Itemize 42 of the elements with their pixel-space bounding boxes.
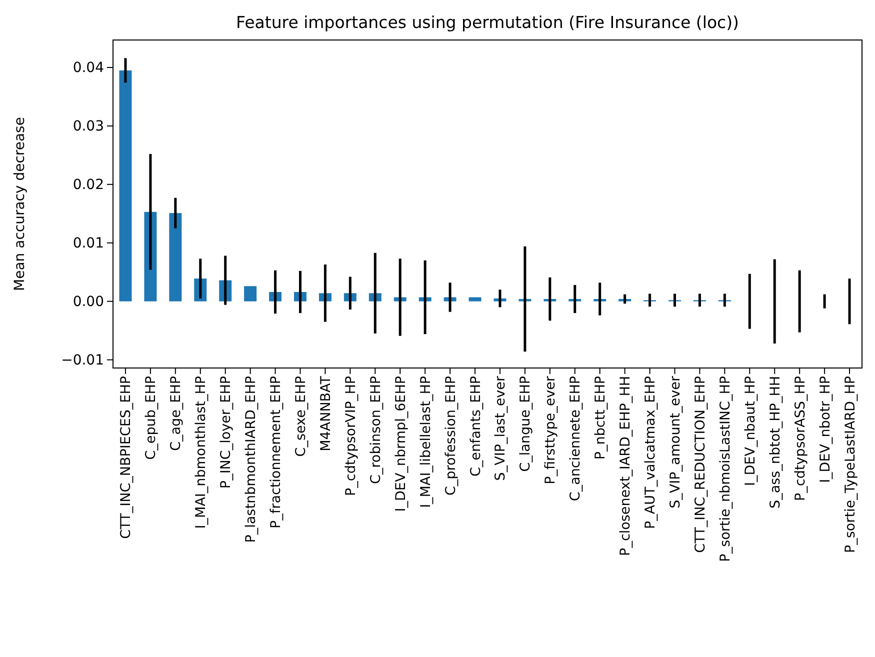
x-tick-label: P_fractionnement_EHP [268, 376, 284, 528]
x-tick-label: P_cdtypsorASS_HP [792, 376, 808, 501]
x-tick-label: P_lastnbmonthIARD_EHP [243, 376, 260, 543]
x-tick-label: I_MAI_nbmonthlast_HP [193, 376, 210, 529]
x-tick-label: P_closenext_IARD_EHP_HH [618, 376, 634, 556]
x-tick-label: P_firsttype_ever [542, 376, 559, 484]
y-tick-label: −0.01 [61, 352, 104, 368]
x-tick-label: P_nbctt_EHP [592, 376, 609, 460]
y-tick-label: 0.03 [72, 118, 104, 134]
x-tick-label: S_VIP_amount_ever [667, 376, 684, 508]
x-tick-label: C_anciennete_EHP [568, 376, 584, 502]
x-tick-label: C_robinson_EHP [368, 376, 384, 484]
bar [119, 70, 132, 302]
y-tick-label: 0.00 [72, 294, 104, 310]
x-tick-label: C_sexe_EHP [292, 376, 309, 457]
x-tick-label: CTT_INC_NBPIECES_EHP [118, 376, 134, 539]
x-tick-label: S_VIP_last_ever [492, 376, 509, 481]
x-tick-label: I_DEV_nbotr_HP [817, 376, 834, 483]
x-tick-label: S_ass_nbtot_HP_HH [767, 376, 784, 508]
bar [468, 297, 482, 302]
y-axis-title: Mean accuracy decrease [12, 117, 28, 291]
x-tick-label: M4ANNBAT [318, 375, 334, 452]
y-tick-label: 0.04 [72, 60, 104, 76]
x-tick-label: C_langue_EHP [518, 376, 534, 472]
x-tick-label: I_MAI_libellelast_HP [418, 376, 434, 508]
bar [244, 286, 257, 302]
x-tick-label: CTT_INC_REDUCTION_EHP [692, 376, 708, 553]
y-tick-label: 0.01 [72, 235, 104, 252]
x-tick-label: C_enfants_EHP [468, 376, 484, 477]
y-tick-label: 0.02 [72, 176, 104, 193]
bar [169, 213, 182, 302]
x-tick-label: I_DEV_nbaut_HP [742, 376, 758, 486]
x-tick-label: C_epub_EHP [143, 376, 160, 460]
x-tick-label: P_INC_loyer_EHP [218, 376, 234, 489]
x-tick-label: P_sortie_nbmoisLastINC_HP [717, 376, 734, 562]
x-tick-label: P_AUT_valcatmax_EHP [642, 376, 659, 529]
x-tick-label: I_DEV_nbrmpl_6EHP [392, 376, 409, 512]
x-tick-label: C_age_EHP [168, 376, 184, 451]
x-tick-label: P_sortie_TypeLastIARD_HP [842, 376, 858, 553]
chart-title: Feature importances using permutation (Fire Insurance (loc)) [236, 13, 739, 32]
x-tick-label: C_profession_EHP [442, 376, 459, 496]
x-tick-label: P_cdtypsorVIP_HP [342, 376, 359, 496]
